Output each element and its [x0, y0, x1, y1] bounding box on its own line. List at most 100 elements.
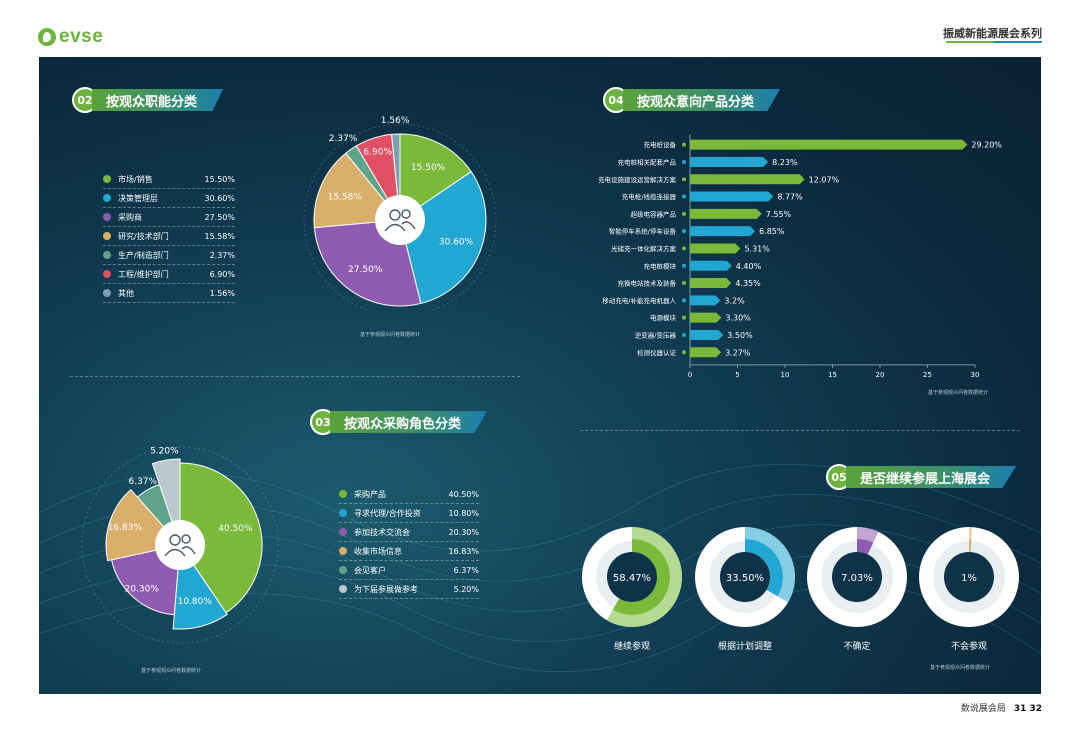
bar-value-label: 12.07% [809, 175, 840, 184]
legend-label: 市场/销售 [118, 174, 153, 184]
bar [690, 139, 968, 150]
category-dot-icon [682, 263, 686, 268]
legend-dot-icon [103, 175, 111, 183]
donut-value: 33.50% [726, 573, 764, 584]
footer-label: 数说展会局 [960, 704, 1006, 714]
divider-left [70, 376, 520, 377]
donut-arc [857, 539, 874, 555]
legend-value: 6.90% [209, 269, 235, 279]
slice-label: 40.50% [218, 524, 253, 534]
donut-outer-arc [857, 527, 879, 543]
section-02-heading: 按观众职能分类 [92, 89, 224, 111]
bar-value-label: 3.2% [724, 296, 745, 305]
category-dot-icon [682, 246, 686, 251]
legend-label: 会见客户 [354, 565, 386, 575]
donut-chart: 58.47% 继续参观 [582, 527, 682, 652]
category-label: 逆变器/变压器 [635, 330, 677, 339]
function-legend-item: 工程/维护部门 6.90% [103, 265, 235, 284]
bar [690, 278, 732, 289]
legend-label: 收集市场信息 [354, 546, 402, 556]
category-label: 充换电站技术及装备 [618, 279, 677, 288]
bar [690, 312, 722, 323]
donut-arc [612, 539, 670, 615]
donut-label: 不会参观 [951, 640, 987, 652]
function-legend-item: 生产/制造部门 2.37% [103, 246, 235, 265]
function-legend-item: 采购商 27.50% [103, 208, 235, 227]
legend-dot-icon [339, 509, 347, 517]
slice-label: 5.20% [150, 446, 179, 456]
slice-label: 6.90% [363, 148, 392, 158]
x-tick-label: 30 [971, 371, 980, 379]
x-tick-label: 20 [876, 371, 885, 379]
legend-value: 27.50% [204, 212, 235, 222]
footer: 数说展会局 31 32 [961, 701, 1042, 714]
slice-label: 30.60% [439, 237, 474, 247]
bar [690, 156, 769, 167]
legend-label: 其他 [118, 288, 134, 298]
x-tick-label: 25 [923, 371, 932, 379]
legend-label: 研究/技术部门 [118, 231, 169, 241]
donut-arc [745, 539, 783, 597]
divider-right [580, 430, 1020, 431]
role-legend-item: 采购产品 40.50% [339, 485, 479, 504]
bar [690, 329, 724, 340]
category-dot-icon [682, 142, 686, 147]
bar [690, 260, 732, 271]
category-dot-icon [682, 177, 686, 182]
role-legend: 采购产品 40.50% 寻求代理/合作投资 10.80% 参加技术交流会 20.30% 收集… [339, 485, 479, 599]
legend-value: 16.83% [448, 546, 479, 556]
section-03-heading: 按观众采购角色分类 [330, 411, 488, 433]
slice-label: 16.83% [108, 523, 143, 533]
role-note: 基于参观观众问卷数据统计 [141, 668, 202, 674]
bar-value-label: 8.23% [772, 158, 798, 167]
category-dot-icon [682, 159, 686, 164]
category-label: 电源模块 [650, 313, 677, 322]
legend-label: 采购商 [118, 212, 142, 222]
donut-chart: 33.50% 根据计划调整 [695, 527, 795, 652]
slice-label: 10.80% [178, 597, 213, 607]
bar-value-label: 6.85% [759, 227, 785, 236]
category-dot-icon [682, 211, 686, 216]
category-label: 检测仪器认证 [637, 348, 677, 357]
bar-value-label: 7.55% [766, 210, 792, 219]
category-label: 光储充一体化解决方案 [611, 244, 677, 253]
legend-dot-icon [103, 232, 111, 240]
bar [690, 226, 756, 237]
role-legend-item: 寻求代理/合作投资 10.80% [339, 504, 479, 523]
category-label: 移动充电/补能充电机器人 [602, 296, 676, 305]
pie-outline [81, 446, 279, 644]
legend-dot-icon [103, 289, 111, 297]
category-label: 智能停车系统/停车设备 [609, 227, 677, 236]
bar [690, 208, 762, 219]
legend-value: 30.60% [204, 193, 235, 203]
legend-dot-icon [339, 528, 347, 536]
role-legend-item: 会见客户 6.37% [339, 561, 479, 580]
legend-dot-icon [339, 547, 347, 555]
category-label: 充电设施建设运营解决方案 [598, 175, 677, 184]
role-legend-item: 收集市场信息 16.83% [339, 542, 479, 561]
legend-dot-icon [103, 194, 111, 202]
bar-value-label: 29.20% [971, 141, 1002, 150]
bar [690, 174, 805, 185]
slice-label: 20.30% [125, 585, 160, 595]
legend-label: 工程/维护部门 [118, 269, 169, 279]
donut-label: 不确定 [843, 640, 870, 652]
people-icon [155, 520, 205, 570]
x-tick-label: 10 [781, 371, 790, 379]
legend-label: 采购产品 [354, 489, 386, 499]
category-dot-icon [682, 281, 686, 286]
bar [690, 243, 741, 254]
bar-value-label: 3.27% [725, 348, 751, 357]
legend-label: 参加技术交流会 [354, 527, 410, 537]
x-tick-label: 0 [688, 371, 692, 379]
legend-label: 生产/制造部门 [118, 250, 169, 260]
role-pie-chart: 40.50% 10.80% 20.30% 16.83% 6.37% 5.20% [81, 446, 279, 644]
function-legend-item: 研究/技术部门 15.58% [103, 227, 235, 246]
donut-arc [969, 539, 972, 553]
bar-value-label: 4.35% [735, 279, 761, 288]
donut-label: 继续参观 [614, 640, 650, 652]
category-dot-icon [682, 194, 686, 199]
function-legend: 市场/销售 15.50% 决策管理层 30.60% 采购商 27.50% 研究/技术部门 15… [103, 170, 235, 303]
legend-value: 15.50% [204, 174, 235, 184]
section-04-heading: 按观众意向产品分类 [623, 89, 781, 111]
